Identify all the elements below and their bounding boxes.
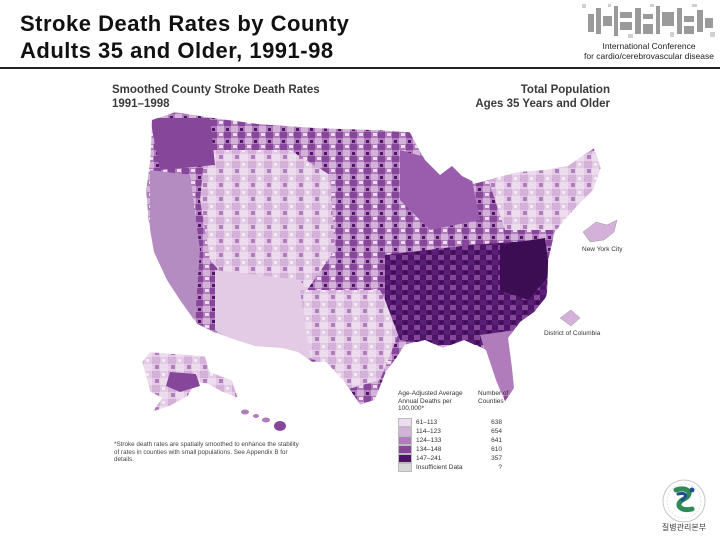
legend-count: ? xyxy=(472,464,502,471)
legend-count: 654 xyxy=(472,428,502,435)
legend-header-counties: Number of Counties xyxy=(478,390,510,413)
hawaii-inset xyxy=(241,410,286,432)
legend-count: 638 xyxy=(472,419,502,426)
legend-count: 641 xyxy=(472,437,502,444)
legend-range: 134–148 xyxy=(416,446,472,453)
legend-item: 134–148 610 xyxy=(398,445,510,454)
map-footnote: *Stroke death rates are spatially smooth… xyxy=(114,441,304,464)
dc-inset xyxy=(560,310,580,326)
legend-item: 124–133 641 xyxy=(398,436,510,445)
kcdc-logo-icon xyxy=(658,478,710,524)
legend-range: 147–241 xyxy=(416,455,472,462)
legend-swatch xyxy=(398,427,412,436)
legend-swatch xyxy=(398,463,412,472)
legend-range: 114–123 xyxy=(416,428,472,435)
legend-range: 61–113 xyxy=(416,419,472,426)
nyc-inset xyxy=(583,220,617,242)
legend-item: 147–241 357 xyxy=(398,454,510,463)
legend-count: 610 xyxy=(472,446,502,453)
legend-header: Age-Adjusted Average Annual Deaths per 1… xyxy=(398,390,510,413)
legend-swatch xyxy=(398,418,412,427)
region-florida xyxy=(480,330,515,395)
legend-swatch xyxy=(398,454,412,463)
kcdc-logo-text: 질병관리본부 xyxy=(650,522,718,533)
inset-label-nyc: New York City xyxy=(582,246,622,253)
inset-label-dc: District of Columbia xyxy=(544,330,600,337)
legend-item: 114–123 654 xyxy=(398,427,510,436)
legend-item: Insufficient Data ? xyxy=(398,463,510,472)
legend-range: 124–133 xyxy=(416,437,472,444)
legend-item: 61–113 638 xyxy=(398,418,510,427)
map-legend: Age-Adjusted Average Annual Deaths per 1… xyxy=(398,390,510,472)
legend-count: 357 xyxy=(472,455,502,462)
legend-range: Insufficient Data xyxy=(416,464,472,471)
region-pacific-northwest xyxy=(150,118,215,170)
legend-header-rate: Age-Adjusted Average Annual Deaths per 1… xyxy=(398,390,468,413)
region-northeast xyxy=(485,150,600,230)
legend-swatch xyxy=(398,436,412,445)
legend-swatch xyxy=(398,445,412,454)
